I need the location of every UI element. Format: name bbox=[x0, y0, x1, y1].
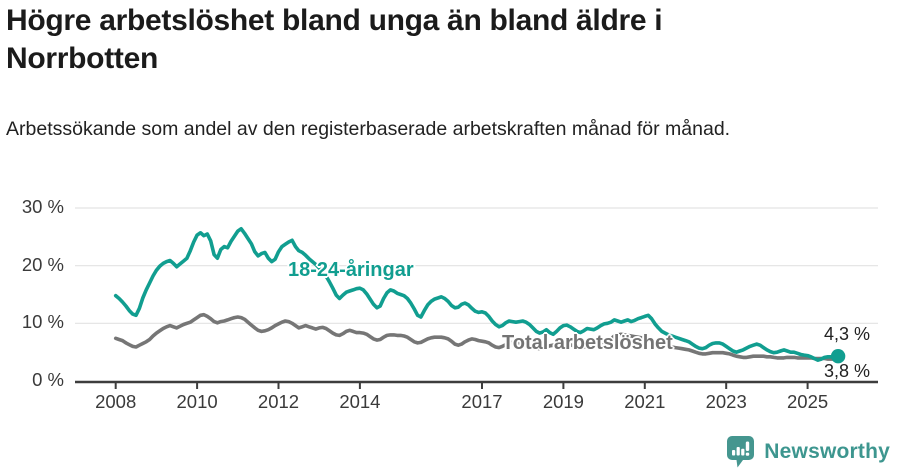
x-tick-label: 2023 bbox=[705, 391, 747, 412]
latest-point-dot bbox=[830, 349, 846, 364]
series-line-total bbox=[113, 312, 840, 361]
y-tick-label: 20 % bbox=[21, 253, 64, 275]
x-tick-label: 2017 bbox=[461, 391, 503, 412]
x-tick-label: 2008 bbox=[95, 391, 137, 412]
newsworthy-logo-icon bbox=[727, 436, 755, 468]
brand-name: Newsworthy bbox=[764, 439, 890, 463]
y-tick-label: 30 % bbox=[21, 196, 64, 217]
chart-subtitle: Arbetssökande som andel av den registerb… bbox=[6, 118, 731, 140]
x-tick-label: 2021 bbox=[624, 391, 666, 412]
series-line-youth bbox=[113, 227, 840, 363]
y-tick-label: 10 % bbox=[21, 311, 64, 333]
x-tick-label: 2025 bbox=[787, 391, 829, 412]
series-label-youth: 18-24-åringar bbox=[288, 259, 414, 281]
end-value-youth: 4,3 % bbox=[823, 324, 870, 344]
end-value-total: 3,8 % bbox=[823, 361, 870, 381]
x-tick-label: 2012 bbox=[257, 391, 300, 412]
brand-footer: Newsworthy bbox=[725, 435, 890, 468]
page-title: Högre arbetslöshet bland unga än bland ä… bbox=[6, 4, 663, 75]
x-tick-label: 2010 bbox=[176, 391, 218, 412]
x-tick-label: 2019 bbox=[542, 391, 584, 412]
series-label-total: Total arbetslöshet bbox=[502, 332, 673, 354]
y-tick-label: 0 % bbox=[32, 369, 64, 390]
x-tick-label: 2014 bbox=[339, 391, 381, 412]
